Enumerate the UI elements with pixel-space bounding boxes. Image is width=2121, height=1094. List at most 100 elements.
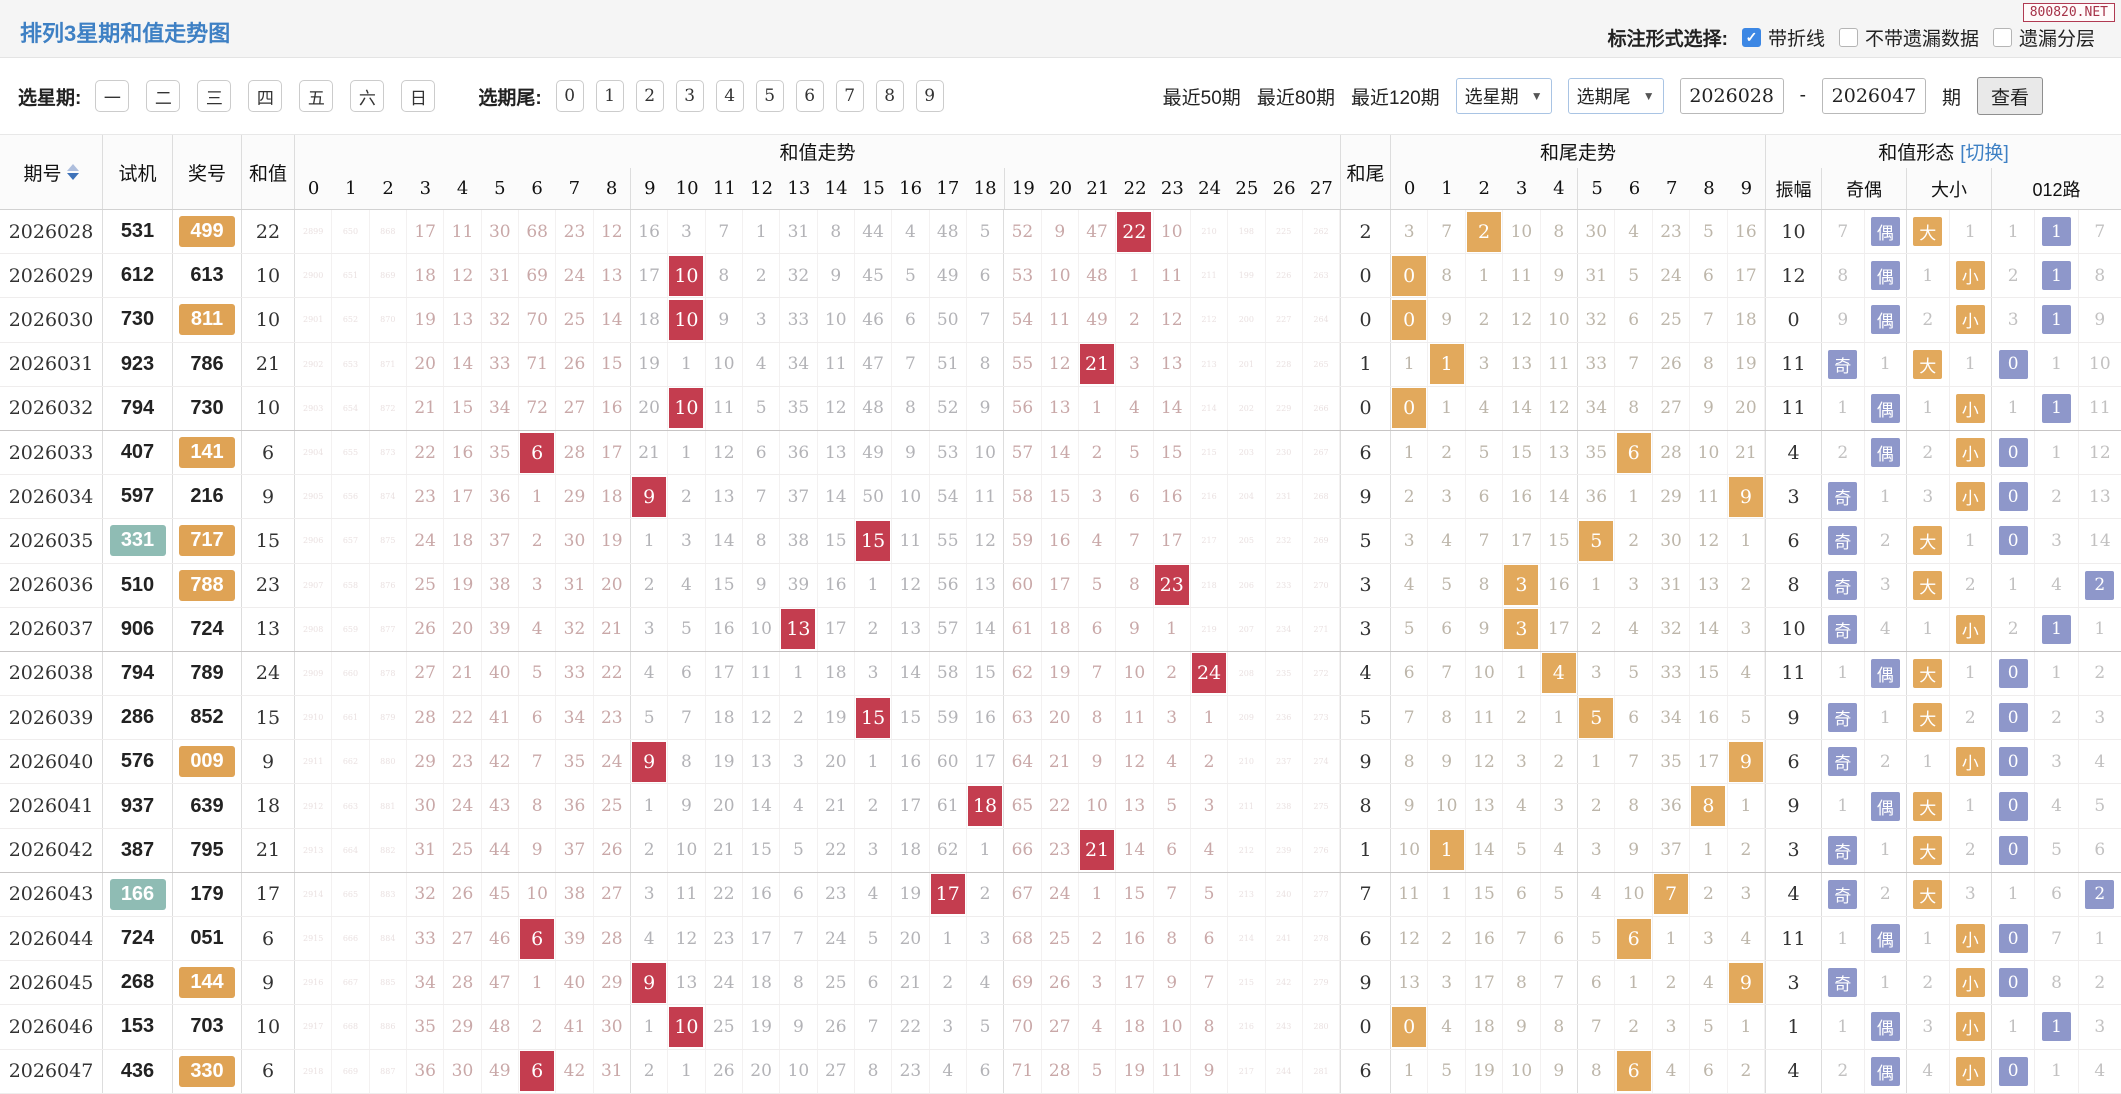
jiou-cell: 偶 — [1865, 917, 1907, 960]
sum-cell: 25 — [556, 298, 594, 342]
tail-cell: 14 — [1503, 386, 1541, 430]
checkbox-omission-layer[interactable]: 遗漏分层 — [1992, 24, 2095, 51]
cell-hezhi: 6 — [242, 430, 295, 475]
road-hit: 1 — [2041, 393, 2071, 423]
week-button-1[interactable]: 一 — [95, 80, 130, 112]
sum-cell: 22 — [892, 1005, 930, 1049]
week-button-7[interactable]: 日 — [401, 80, 436, 112]
sum-cell: 19 — [892, 872, 930, 916]
range-to-input[interactable] — [1821, 78, 1926, 114]
table-row: 2026039 286 852 15 2910 661 879 28 22 41 6 34 23 5 7 18… — [0, 696, 2121, 741]
tail-button-4[interactable]: 4 — [715, 80, 744, 112]
jiou-hit: 偶 — [1870, 261, 1900, 291]
sum-cell: 12 — [1116, 740, 1154, 784]
recent-50-link[interactable]: 最近50期 — [1162, 87, 1241, 109]
sum-cell: 30 — [407, 784, 445, 828]
range-from-input[interactable] — [1679, 78, 1784, 114]
sum-trend-grid: 2917 668 886 35 29 48 2 41 30 1 10 25 19 9 26 7 22 3 5 70 27… — [295, 1005, 1341, 1049]
sum-cell: 2 — [743, 254, 781, 298]
tail-cell: 34 — [1578, 386, 1616, 430]
tail-cell: 8 — [1428, 696, 1466, 740]
tail-button-6[interactable]: 6 — [795, 80, 824, 112]
header-qihao[interactable]: 期号 — [0, 135, 103, 209]
table-row: 2026041 937 639 18 2912 663 881 30 24 43 8 36 25 1 9 20… — [0, 784, 2121, 829]
tail-cell: 8 — [1615, 386, 1653, 430]
sum-cell: 2 — [631, 828, 669, 872]
tail-button-8[interactable]: 8 — [875, 80, 904, 112]
checkbox-no-omission[interactable]: 不带遗漏数据 — [1838, 24, 1979, 51]
cell-qihao: 2026047 — [0, 1049, 103, 1093]
recent-120-link[interactable]: 最近120期 — [1350, 87, 1440, 109]
daxiao-hit: 大 — [1913, 658, 1943, 688]
road-cell: 1 — [1992, 386, 2036, 430]
checkbox-polyline[interactable]: ✓ 带折线 — [1741, 24, 1825, 51]
sort-icon[interactable] — [66, 164, 79, 180]
tail-cell: 3 — [1615, 563, 1653, 607]
cell-qihao: 2026039 — [0, 696, 103, 740]
sum-cell: 19 — [706, 740, 743, 784]
sum-cell: 23 — [594, 696, 631, 740]
sum-cell: 13 — [706, 475, 743, 519]
sum-cell: 4 — [1079, 519, 1117, 563]
week-button-5[interactable]: 五 — [299, 80, 334, 112]
checkbox-unchecked-icon[interactable] — [1838, 28, 1858, 47]
sum-cell: 16 — [1042, 519, 1079, 563]
sum-cell: 11 — [444, 210, 482, 254]
checkbox-checked-icon[interactable]: ✓ — [1741, 28, 1761, 47]
week-button-3[interactable]: 三 — [197, 80, 232, 112]
sum-cell: 13 — [967, 563, 1005, 607]
tail-button-5[interactable]: 5 — [755, 80, 784, 112]
road-cell: 2 — [2094, 663, 2106, 684]
tail-button-9[interactable]: 9 — [915, 80, 944, 112]
week-button-4[interactable]: 四 — [248, 80, 283, 112]
cell-hezhi: 9 — [242, 740, 295, 784]
sum-cell: 36 — [407, 1049, 445, 1093]
sum-cell: 58 — [930, 651, 967, 696]
sum-cell: 7 — [1116, 519, 1154, 563]
jiou-cell: 1 — [1822, 917, 1865, 961]
tail-button-2[interactable]: 2 — [635, 80, 664, 112]
week-select[interactable]: 选星期 ▼ — [1455, 78, 1552, 114]
sum-cell: 2910 — [295, 696, 333, 740]
checkbox-unchecked-icon[interactable] — [1992, 28, 2012, 47]
sum-cell: 2906 — [295, 519, 333, 563]
jiou-cell: 偶 — [1865, 431, 1907, 474]
sum-trend-grid: 2907 658 876 25 19 38 3 31 20 2 4 15 9 39 16 1 12 56 13 60 1… — [295, 563, 1341, 607]
road-cell: 1 — [2094, 928, 2106, 949]
view-button[interactable]: 查看 — [1977, 77, 2043, 115]
sum-cell: 23 — [706, 917, 743, 961]
switch-link[interactable]: [切换] — [1960, 143, 2009, 164]
sum-cell: 33 — [556, 651, 594, 696]
sum-cell: 16 — [818, 563, 855, 607]
tail-trend-grid: 10 1 14 5 4 3 9 37 1 2 — [1391, 828, 1766, 872]
week-button-2[interactable]: 二 — [146, 80, 181, 112]
tail-hit-box: 0 — [1392, 1006, 1427, 1047]
header-sum-trend-col-11: 11 — [712, 178, 736, 199]
sum-cell: 203 — [1228, 430, 1266, 475]
sum-cell: 2915 — [295, 917, 333, 961]
sum-cell: 3 — [1079, 475, 1117, 519]
tail-button-0[interactable]: 0 — [555, 80, 584, 112]
sum-cell: 19 — [743, 1005, 781, 1049]
tail-button-1[interactable]: 1 — [595, 80, 624, 112]
sum-cell: 869 — [370, 254, 407, 298]
tail-button-3[interactable]: 3 — [675, 80, 704, 112]
tail-cell: 3 — [1503, 607, 1541, 651]
header-road: 012路 — [2032, 179, 2081, 200]
tail-select[interactable]: 选期尾 ▼ — [1567, 78, 1664, 114]
sum-hit-box: 10 — [669, 1006, 704, 1047]
sum-cell: 206 — [1228, 563, 1266, 607]
sum-cell: 49 — [855, 430, 893, 475]
sum-cell: 3 — [631, 607, 669, 651]
sum-cell: 15 — [1042, 475, 1079, 519]
week-button-6[interactable]: 六 — [350, 80, 385, 112]
tail-button-7[interactable]: 7 — [835, 80, 864, 112]
jiou-cell: 1 — [1822, 386, 1865, 430]
jiou-cell: 9 — [1822, 298, 1865, 342]
recent-80-link[interactable]: 最近80期 — [1256, 87, 1335, 109]
